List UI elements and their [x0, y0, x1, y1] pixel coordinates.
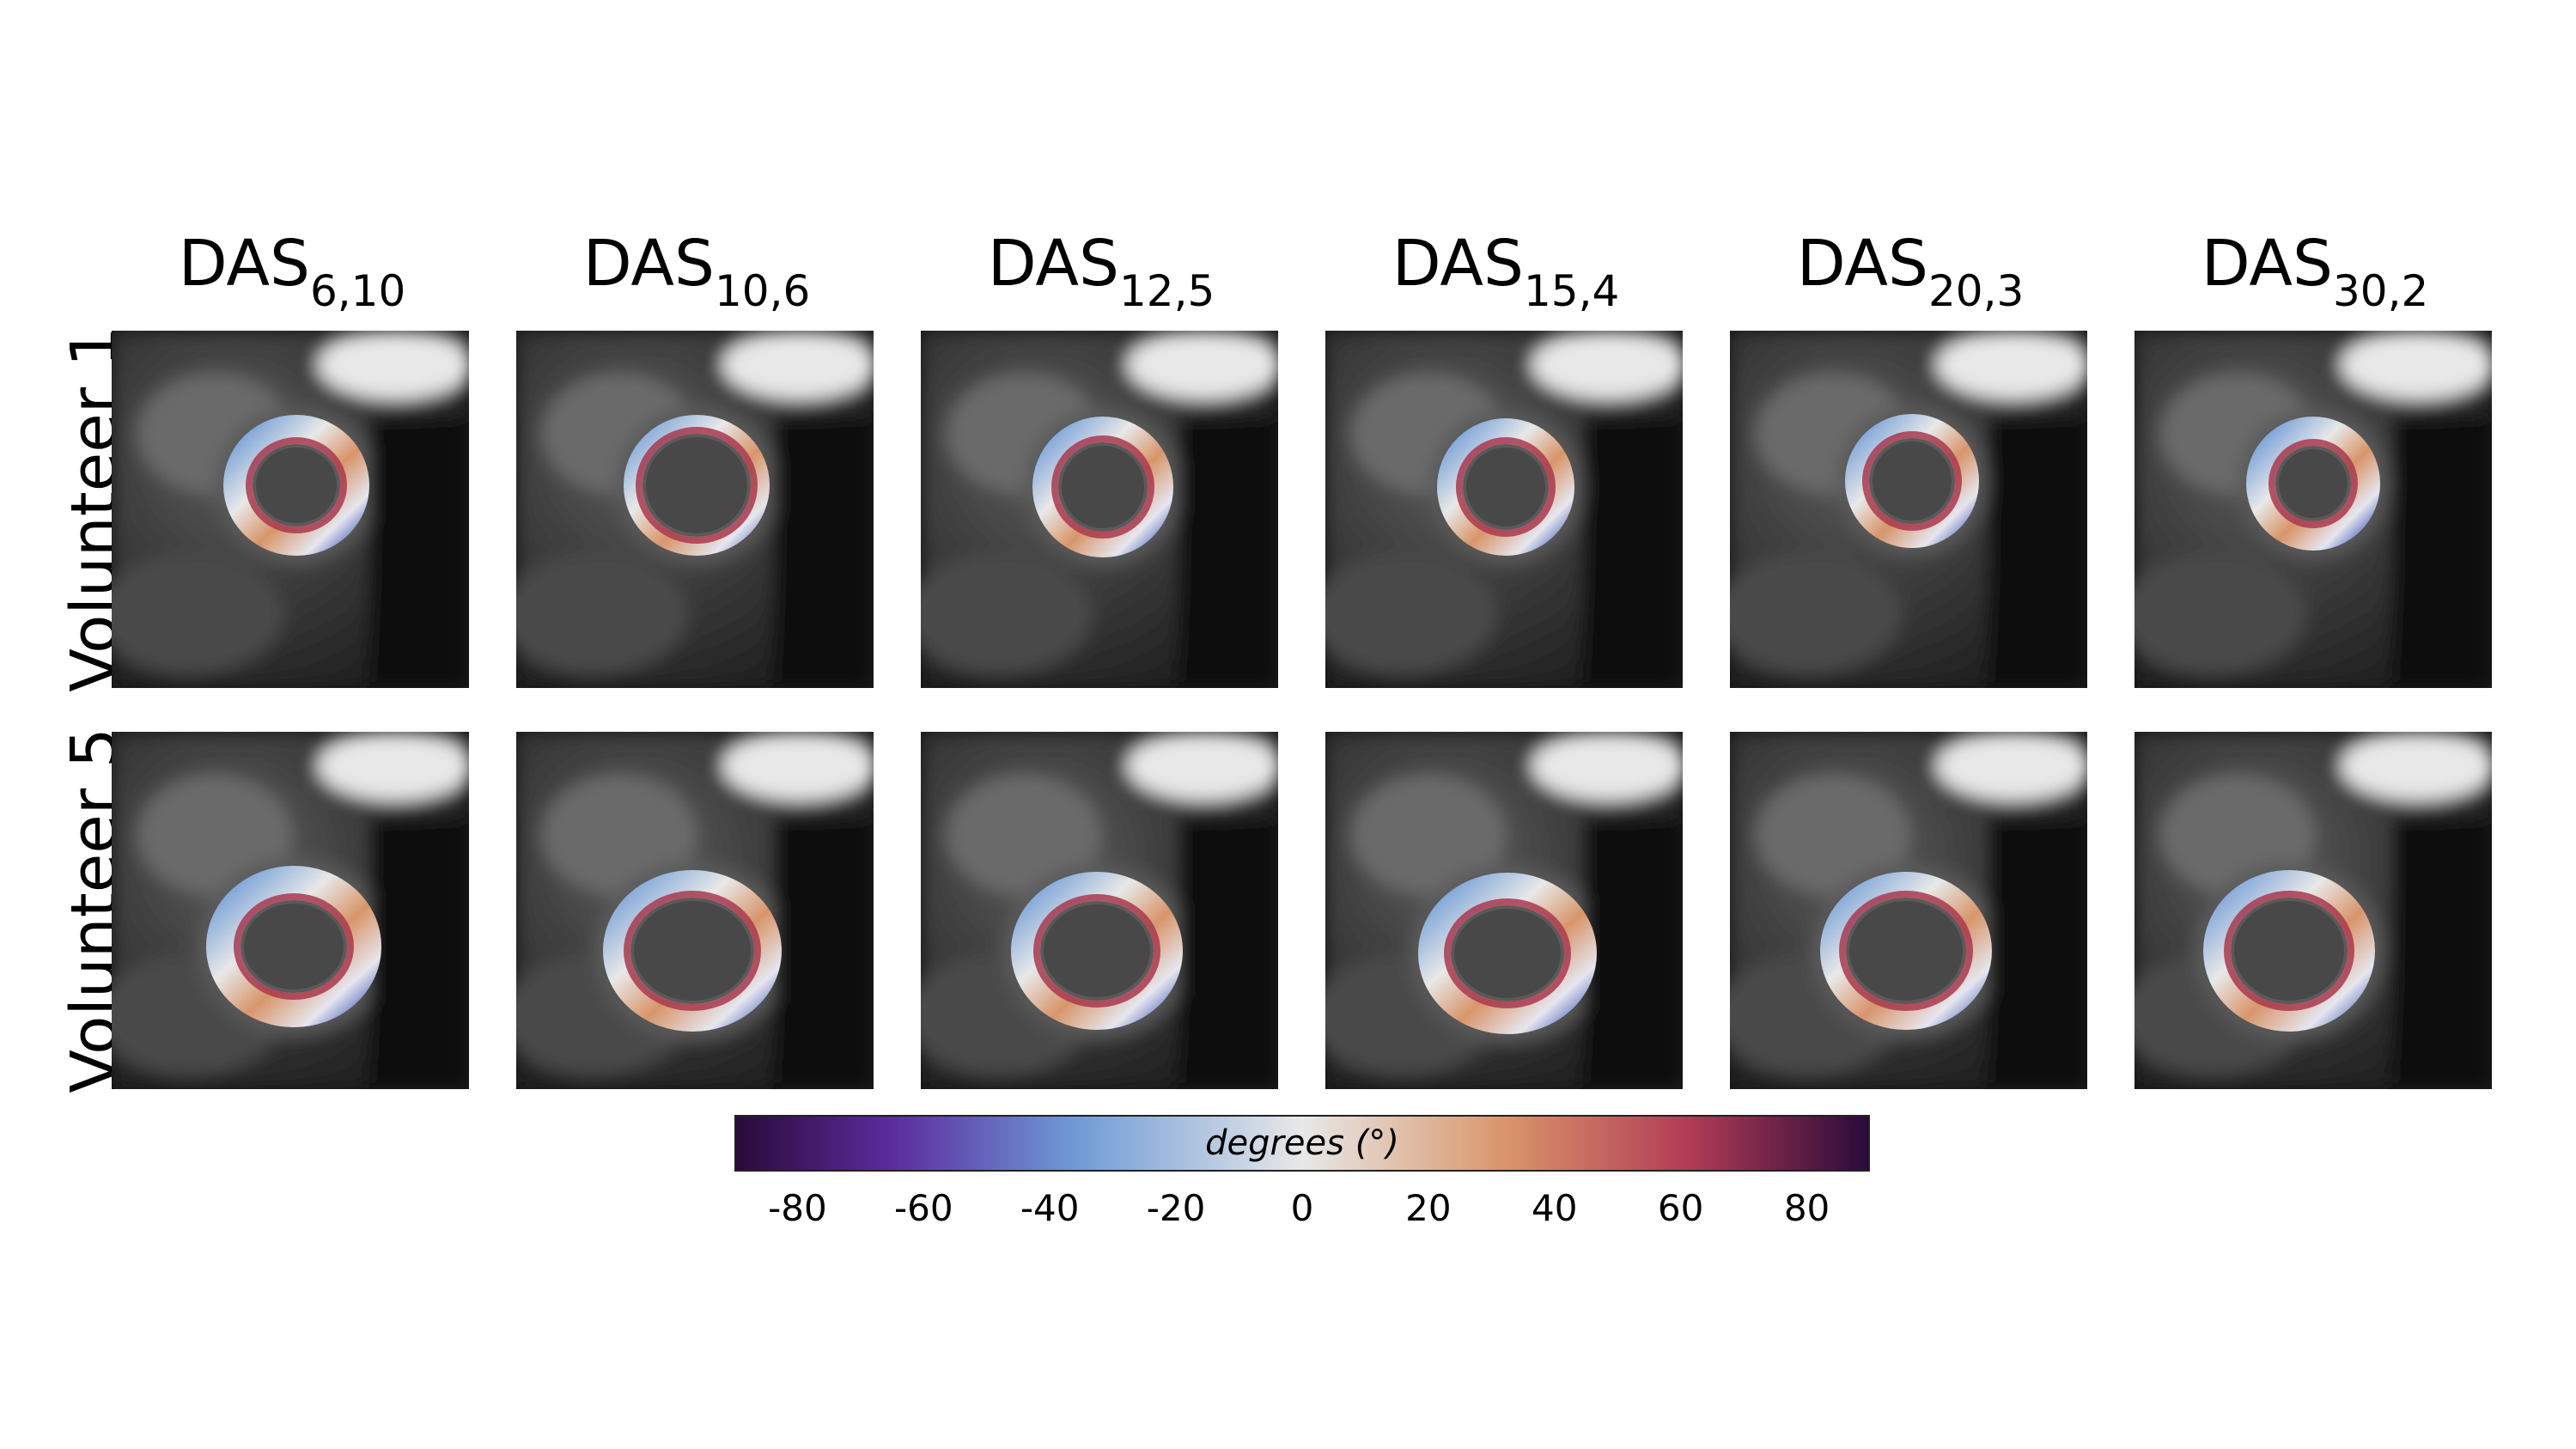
- myocardium-ring: [1845, 414, 1979, 548]
- colorbar-tick-label: -80: [768, 1187, 827, 1229]
- colorbar-tick-label: 60: [1657, 1187, 1704, 1229]
- column-title-das-12-5: DAS12,5: [987, 227, 1215, 316]
- colorbar-label: degrees (°): [1205, 1123, 1399, 1163]
- colorbar-tick-label: -60: [894, 1187, 953, 1229]
- mri-panel: [516, 732, 874, 1089]
- myocardium-ring: [1418, 873, 1597, 1034]
- mri-panel: [2134, 732, 2492, 1089]
- mri-panel: [1325, 732, 1683, 1089]
- mri-panel: [2134, 331, 2492, 688]
- colorbar: [734, 1115, 1870, 1172]
- colorbar-tick-label: 40: [1532, 1187, 1578, 1229]
- mri-panel: [1730, 732, 2087, 1089]
- column-title-das-20-3: DAS20,3: [1796, 227, 2025, 316]
- myocardium-ring: [1011, 872, 1183, 1030]
- myocardium-ring: [1820, 872, 1992, 1030]
- colorbar-tick-label: 20: [1405, 1187, 1452, 1229]
- colorbar-tick-label: -20: [1146, 1187, 1206, 1229]
- mri-panel: [1325, 331, 1683, 688]
- myocardium-ring: [2203, 870, 2375, 1032]
- column-title-das-6-10: DAS6,10: [178, 227, 406, 316]
- myocardium-ring: [206, 866, 381, 1027]
- colorbar-tick-label: 0: [1290, 1187, 1314, 1229]
- mri-panel: [112, 732, 469, 1089]
- mri-panel: [112, 331, 469, 688]
- column-title-das-10-6: DAS10,6: [582, 227, 811, 316]
- myocardium-ring: [1032, 417, 1173, 557]
- colorbar-tick-label: -40: [1020, 1187, 1080, 1229]
- myocardium-ring: [624, 415, 770, 556]
- mri-panel: [516, 331, 874, 688]
- mri-panel: [1730, 331, 2087, 688]
- mri-panel: [921, 331, 1278, 688]
- column-title-das-30-2: DAS30,2: [2201, 227, 2429, 316]
- myocardium-ring: [2246, 417, 2380, 551]
- myocardium-ring: [1437, 418, 1574, 556]
- column-title-das-15-4: DAS15,4: [1392, 227, 1620, 316]
- colorbar-tick-label: 80: [1783, 1187, 1830, 1229]
- myocardium-ring: [603, 870, 782, 1032]
- myocardium-ring: [223, 415, 369, 556]
- mri-panel: [921, 732, 1278, 1089]
